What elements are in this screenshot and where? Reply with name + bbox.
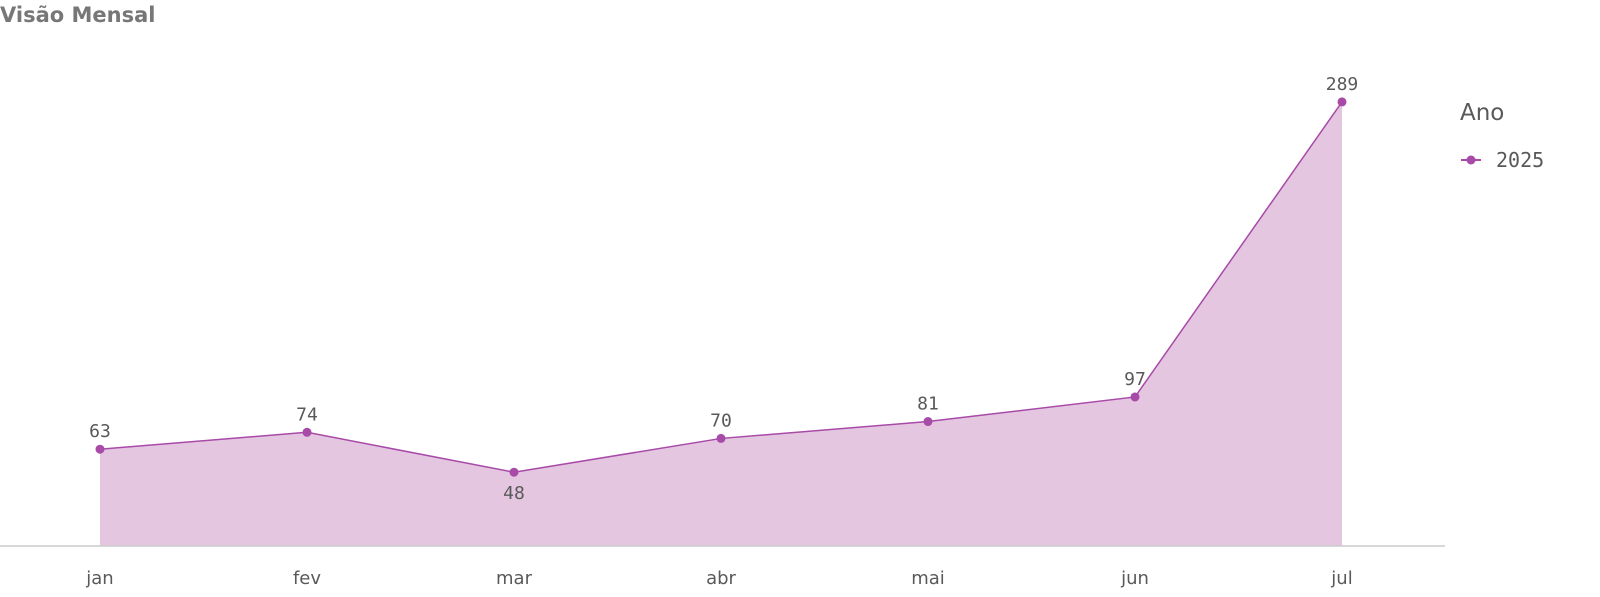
- chart-title: Visão Mensal: [0, 3, 155, 27]
- data-label: 81: [917, 394, 939, 415]
- point: [302, 427, 312, 437]
- x-tick-label: jun: [1120, 568, 1149, 589]
- data-label: 74: [296, 404, 318, 425]
- data-label: 48: [503, 483, 525, 504]
- point: [95, 444, 105, 454]
- point: [923, 417, 933, 427]
- x-tick-label: mar: [496, 568, 533, 589]
- point: [509, 467, 519, 477]
- x-tick-label: abr: [706, 568, 736, 589]
- x-tick-label: fev: [293, 568, 321, 589]
- area-fill: [100, 101, 1342, 547]
- point: [716, 433, 726, 443]
- data-label: 63: [89, 421, 111, 442]
- data-label: 289: [1326, 74, 1359, 95]
- x-tick-label: mai: [911, 568, 945, 589]
- x-tick-label: jan: [85, 568, 113, 589]
- data-label: 70: [710, 410, 732, 431]
- legend-label: 2025: [1496, 148, 1544, 172]
- x-tick-label: jul: [1330, 568, 1352, 589]
- data-label: 97: [1124, 369, 1146, 390]
- point: [1130, 392, 1140, 402]
- point: [1337, 97, 1347, 107]
- legend-marker: [1466, 155, 1476, 165]
- legend-title: Ano: [1460, 100, 1504, 126]
